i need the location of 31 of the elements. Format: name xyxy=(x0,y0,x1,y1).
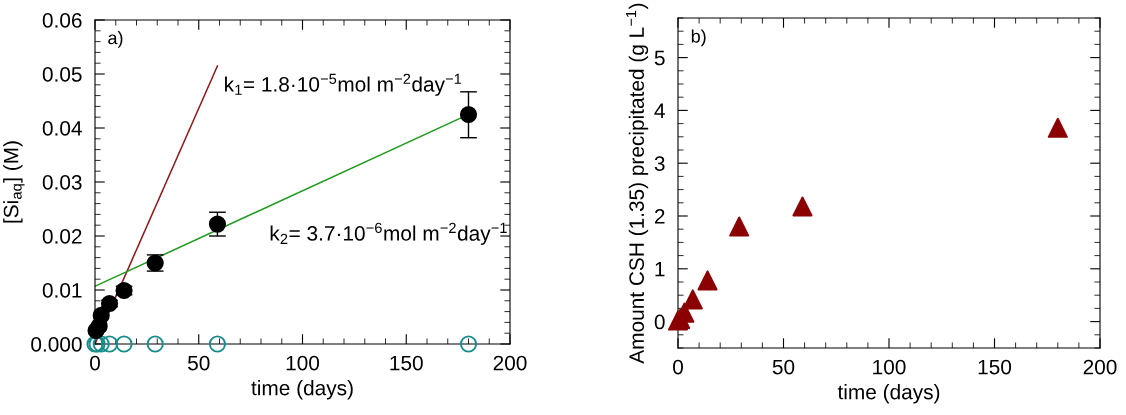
x-tick-label: 100 xyxy=(873,359,906,375)
x-tick-label: 50 xyxy=(188,355,210,371)
x-tick-label: 50 xyxy=(772,359,795,375)
y-tick-label: 0 xyxy=(654,314,665,330)
y-tick-label: 2 xyxy=(654,209,665,224)
y-axis-title: Amount CSH (1.35) precipitated (g L$^{−1}$) xyxy=(626,3,649,364)
annotation: k$_{2}$= 3.7·10$^{−6}$mol m$^{−2}$day$^{−1}$ xyxy=(270,222,507,245)
x-tick-label: 200 xyxy=(1083,359,1117,375)
x-tick-label: 0 xyxy=(90,355,100,371)
annotation: b) xyxy=(691,29,706,47)
x-tick-label: 100 xyxy=(286,355,320,371)
annotation: k$_{1}$= 1.8·10$^{−5}$mol m$^{−2}$day$^{−1}$ xyxy=(225,73,462,96)
annotation: a) xyxy=(108,31,123,48)
x-tick-label: 150 xyxy=(390,355,423,371)
y-tick-label: 1 xyxy=(655,262,665,277)
x-axis-title: time (days) xyxy=(251,380,353,400)
y-tick-label: 0.06 xyxy=(42,13,82,28)
y-tick-label: 5 xyxy=(654,50,665,66)
x-axis-title: time (days) xyxy=(837,384,940,404)
x-tick-label: 200 xyxy=(493,355,527,371)
x-tick-label: 0 xyxy=(673,359,683,375)
x-tick-label: 150 xyxy=(978,359,1012,375)
y-tick-label: 0.03 xyxy=(42,175,82,190)
y-tick-label: 4 xyxy=(654,103,665,118)
y-tick-label: 0.05 xyxy=(42,67,82,82)
y-tick-label: 0.01 xyxy=(42,283,82,298)
y-tick-label: 0.04 xyxy=(42,121,82,136)
y-axis-title: [Si$_{aq}$] (M) xyxy=(3,141,25,223)
y-tick-label: 0.000 xyxy=(31,337,82,352)
y-tick-label: 0.02 xyxy=(42,229,82,244)
y-tick-label: 3 xyxy=(654,156,665,171)
